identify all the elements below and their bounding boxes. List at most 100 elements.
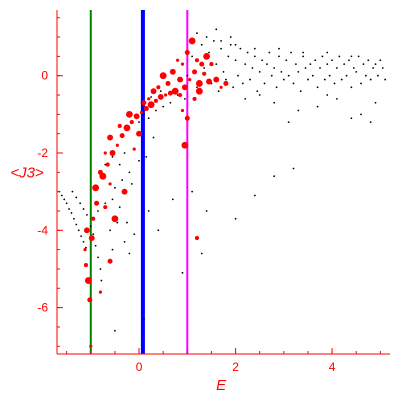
point-1-64 [213,76,220,83]
point-0-2 [63,198,66,201]
point-0-88 [239,47,242,50]
point-0-56 [159,90,162,93]
point-0-101 [270,74,273,77]
point-0-106 [282,78,285,81]
point-0-12 [71,190,74,193]
point-1-35 [176,58,180,62]
point-1-13 [129,120,134,125]
point-0-55 [150,96,153,98]
point-0-143 [372,67,375,69]
point-1-31 [184,50,190,56]
point-0-50 [162,105,165,108]
point-1-68 [192,96,197,101]
point-0-87 [237,74,239,77]
point-1-65 [219,85,223,89]
point-0-67 [253,194,256,197]
point-1-34 [169,68,176,75]
point-1-70 [180,108,185,113]
point-0-102 [273,67,276,69]
point-0-7 [75,223,78,226]
point-0-131 [343,63,346,66]
point-0-171 [229,36,232,38]
point-0-27 [126,221,128,224]
point-0-16 [86,213,88,216]
point-0-48 [147,117,150,120]
point-0-141 [367,59,370,62]
point-0-36 [118,163,121,166]
point-1-42 [125,110,133,118]
point-0-4 [68,208,70,210]
point-0-105 [280,70,283,73]
point-1-48 [91,216,96,221]
point-0-165 [253,47,256,50]
point-0-125 [328,74,331,77]
point-0-130 [340,78,343,81]
point-0-73 [200,43,203,46]
point-0-6 [72,217,75,220]
point-0-145 [377,74,379,77]
point-1-2 [84,277,92,284]
point-0-90 [244,63,247,66]
point-0-167 [302,51,305,54]
point-0-28 [133,233,136,236]
point-0-112 [297,70,300,73]
point-1-17 [147,101,155,109]
point-1-26 [192,69,198,75]
y-tick-label-0: -6 [37,301,48,315]
point-1-61 [199,61,205,67]
point-1-45 [103,151,107,155]
point-0-120 [316,86,319,89]
vertical-lines [89,10,189,354]
series-0 [58,28,387,332]
point-0-41 [145,155,148,158]
point-0-9 [80,235,83,238]
point-1-66 [223,80,229,86]
point-0-72 [196,86,198,89]
point-1-44 [107,134,114,141]
point-0-127 [333,82,336,85]
point-1-53 [103,205,108,210]
point-1-38 [156,85,161,90]
point-0-154 [360,113,362,116]
point-0-62 [205,210,208,212]
point-1-30 [180,62,185,66]
point-0-80 [220,47,222,50]
point-0-157 [350,117,353,120]
point-0-46 [138,121,140,123]
point-1-24 [181,84,188,91]
point-0-103 [275,86,278,89]
point-0-79 [217,90,220,93]
point-1-49 [83,227,90,234]
series-1 [83,37,229,348]
point-1-37 [159,72,167,80]
point-1-5 [83,248,87,252]
point-0-68 [234,217,237,220]
point-0-71 [191,55,194,58]
point-0-138 [360,82,362,85]
point-0-95 [256,90,259,93]
point-0-121 [319,67,321,69]
point-1-23 [178,92,183,98]
point-0-47 [142,113,145,116]
point-0-83 [227,55,230,58]
point-0-96 [258,70,261,73]
point-0-128 [336,67,338,69]
point-0-92 [249,78,251,81]
point-0-61 [191,190,194,193]
point-0-110 [292,82,295,85]
point-0-29 [123,241,126,243]
point-0-159 [326,94,329,96]
point-1-8 [105,162,110,167]
point-1-32 [188,37,196,45]
point-0-152 [316,105,319,108]
point-1-56 [184,115,190,121]
tick-marks: 0 2 4 -6 -4 -2 0 [37,17,381,374]
point-1-55 [108,182,112,186]
point-0-74 [203,67,206,69]
point-0-31 [128,252,131,255]
point-1-18 [153,98,158,103]
point-0-98 [263,82,266,85]
x-tick-label-0: 0 [136,360,143,374]
point-1-0 [89,344,93,348]
